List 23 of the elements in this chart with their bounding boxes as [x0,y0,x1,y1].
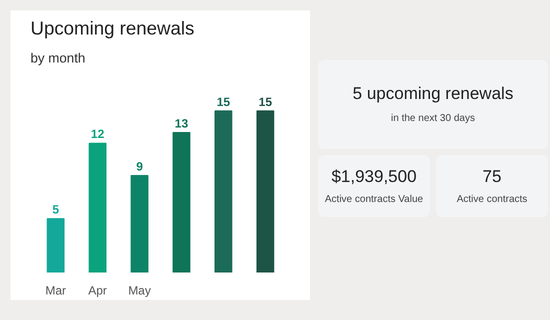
data-label: 13 [174,116,188,130]
bar [214,110,232,272]
text: in the next 30 days [390,112,476,126]
data-label: 9 [136,160,144,174]
chart-title: Upcoming renewals [30,18,194,38]
bar [46,218,65,272]
text: 75 [482,166,502,188]
bar [172,132,190,272]
bar [256,110,274,272]
x-tick-label: May [128,284,151,298]
data-label: 15 [216,94,230,109]
x-tick-label: Mar [45,284,66,298]
x-tick-label: Apr [88,284,107,298]
data-label: 15 [258,94,272,109]
data-label: 12 [90,127,105,142]
text: 5 upcoming renewals [352,83,514,105]
data-label: 5 [52,202,60,217]
chart-subtitle: by month [30,50,86,66]
text: Active contracts [456,192,528,207]
text: $1,939,500 [330,166,418,188]
text: Active contracts Value [324,192,424,207]
bar [130,175,148,272]
bar [88,142,106,272]
